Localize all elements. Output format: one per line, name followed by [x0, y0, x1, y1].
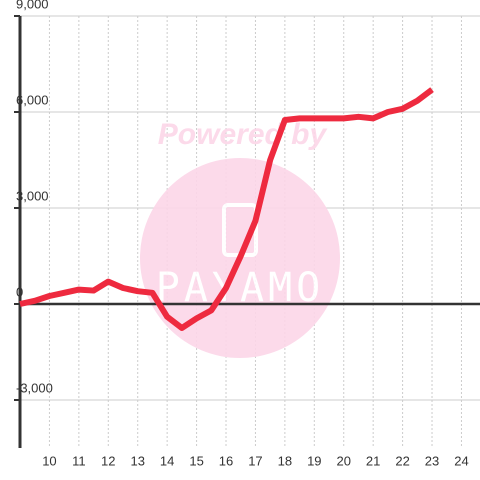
- x-tick-label: 13: [130, 453, 144, 468]
- x-tick-label: 17: [248, 453, 262, 468]
- x-tick-label: 21: [366, 453, 380, 468]
- x-tick-label: 24: [454, 453, 468, 468]
- x-tick-label: 15: [189, 453, 203, 468]
- x-tick-label: 12: [101, 453, 115, 468]
- x-tick-label: 23: [425, 453, 439, 468]
- y-tick-label: 9,000: [16, 0, 49, 11]
- y-tick-label: 3,000: [16, 188, 49, 203]
- line-series: [19, 87, 434, 331]
- x-tick-label: 19: [307, 453, 321, 468]
- x-tick-label: 14: [160, 453, 174, 468]
- watermark-text: Powered by: [158, 118, 328, 151]
- x-tick-label: 16: [219, 453, 233, 468]
- x-tick-label: 10: [42, 453, 56, 468]
- x-tick-label: 20: [337, 453, 351, 468]
- x-tick-label: 22: [395, 453, 409, 468]
- y-tick-label: 6,000: [16, 92, 49, 107]
- x-tick-label: 11: [72, 453, 86, 468]
- x-tick-label: 18: [278, 453, 292, 468]
- y-tick-label: -3,000: [16, 380, 53, 395]
